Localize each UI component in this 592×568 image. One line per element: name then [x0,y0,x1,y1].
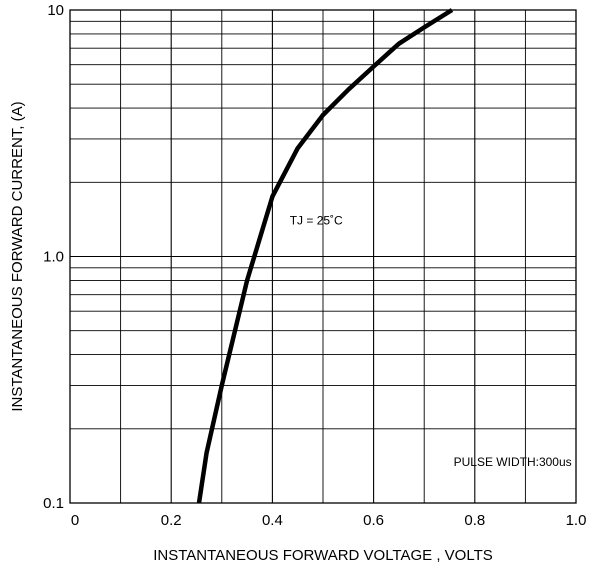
annotation-pulse-width: PULSE WIDTH:300us [454,455,572,469]
x-axis-label: INSTANTANEOUS FORWARD VOLTAGE , VOLTS [153,547,493,564]
x-tick-labels: 0 0.2 0.4 0.6 0.8 1.0 [71,512,587,529]
y-tick-label: 0.1 [43,495,64,512]
y-tick-label: 1.0 [43,249,64,266]
forward-iv-curve [196,8,454,504]
x-tick-label: 0 [71,512,79,529]
y-tick-label: 10 [47,2,64,19]
annotation-temperature: TJ = 25˚C [290,213,343,227]
x-tick-label: 0.4 [262,512,283,529]
grid [70,10,576,503]
x-tick-label: 0.2 [161,512,182,529]
y-axis-label: INSTANTANEOUS FORWARD CURRENT, (A) [9,101,26,411]
y-tick-labels: 0.1 1.0 10 [43,2,64,512]
x-tick-label: 1.0 [566,512,587,529]
x-tick-label: 0.8 [464,512,485,529]
x-tick-label: 0.6 [363,512,384,529]
plot-frame [69,9,577,504]
